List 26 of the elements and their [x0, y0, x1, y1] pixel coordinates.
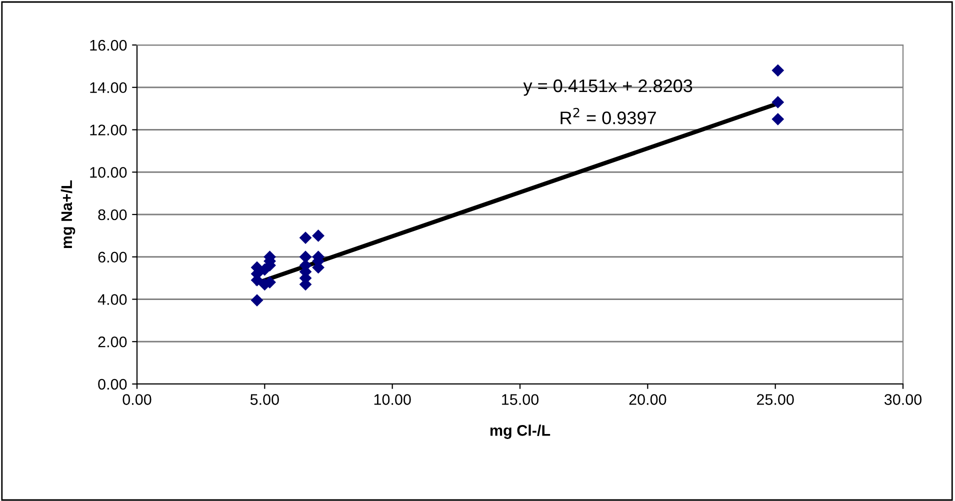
point	[312, 229, 324, 242]
annotation: R$^{2}$ = 0.9397	[560, 108, 656, 124]
x-tick-label: 25.00	[756, 394, 794, 405]
x-tick-label: 10.00	[374, 394, 411, 405]
y-tick-label: 16.00	[90, 40, 127, 51]
y-tick-label: 6.00	[98, 252, 127, 263]
point	[772, 64, 784, 77]
point	[250, 294, 264, 307]
point	[772, 112, 784, 126]
y-tick-label: 0.00	[98, 378, 127, 390]
y-tick-label: 14.00	[90, 82, 127, 94]
y-tick-label: 10.00	[90, 166, 127, 178]
x-tick-label: 15.00	[502, 394, 539, 405]
y-tick-label: 12.00	[90, 124, 127, 136]
y-tick-label: 2.00	[98, 336, 127, 348]
point	[772, 96, 784, 108]
annotation: y = 0.4151x + 2.8203	[523, 79, 692, 96]
x-tick-label: 5.00	[250, 394, 279, 405]
point	[299, 232, 312, 244]
y-tick-label: 8.00	[98, 209, 127, 220]
x-tick-label: 0.00	[122, 394, 152, 405]
x-tick-label: 20.00	[629, 394, 666, 405]
y-tick-label: 4.00	[98, 294, 127, 305]
x-axis-title: mg Cl-/L	[490, 424, 550, 439]
x-tick-label: 30.00	[884, 394, 922, 405]
y-axis-title: mg Na+/L	[60, 180, 76, 248]
